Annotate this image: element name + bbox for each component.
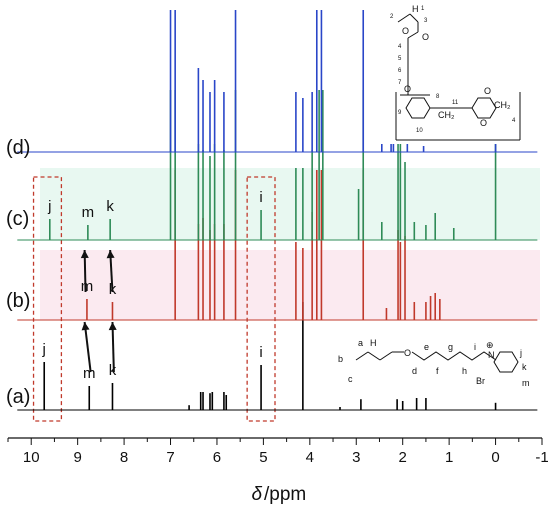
- polymer-label-ch2a: CH₂: [438, 110, 455, 120]
- monomer-label-a: a: [358, 338, 363, 348]
- polymer-label-4: 4: [398, 44, 402, 50]
- arrow-k-a: [111, 321, 115, 373]
- polymer-label-10: 10: [416, 128, 423, 134]
- spectrum-b: [17, 170, 538, 321]
- x-tick-label: 1: [445, 449, 453, 466]
- peak-label-k: k: [106, 198, 114, 215]
- monomer-label-b: b: [338, 354, 343, 364]
- spectrum-d: [17, 10, 538, 153]
- box-j: [32, 176, 63, 422]
- peak-label-k: k: [109, 362, 117, 379]
- arrow-m-a: [83, 321, 92, 373]
- polymer-label-1: 1: [421, 6, 425, 12]
- polymer-label-ch2b: CH₂: [494, 100, 511, 110]
- box-i: [246, 176, 276, 422]
- polymer-label-11: 11: [452, 100, 459, 106]
- monomer-label-j: j: [519, 348, 522, 358]
- peak-label-m: m: [82, 204, 95, 221]
- x-tick-label: 4: [306, 449, 314, 466]
- polymer-label-3: 3: [424, 18, 428, 24]
- series-label-d: (d): [6, 137, 30, 159]
- polymer-label-5: 5: [398, 56, 402, 62]
- peak-label-j: j: [47, 198, 51, 215]
- arrow-k-a-head: [108, 322, 117, 331]
- monomer-label-f: f: [436, 366, 439, 376]
- x-tick-label: 0: [491, 449, 499, 466]
- x-axis: 10 9 8 7 6 5 4 3 2 1 0 -1: [7, 437, 549, 466]
- polymer-label-7: 7: [398, 80, 402, 86]
- peak-label-m: m: [83, 365, 96, 382]
- monomer-label-br: Br: [476, 376, 485, 386]
- peak-label-j: j: [42, 341, 46, 358]
- monomer-label-c: c: [348, 374, 353, 384]
- polymer-structure: H 1 2 3 4 5 6 7 8 9 10 11 O O O O CH₂ CH…: [371, 4, 531, 144]
- monomer-label-m: m: [522, 378, 530, 388]
- polymer-label-o1: O: [402, 26, 409, 36]
- x-tick-label: 3: [352, 449, 360, 466]
- arrow-m-b-head: [80, 250, 89, 259]
- series-label-c: (c): [6, 208, 29, 230]
- polymer-label-9: 9: [398, 110, 402, 116]
- highlight-boxes: [32, 176, 276, 422]
- x-tick-label: 5: [259, 449, 267, 466]
- monomer-label-k: k: [522, 362, 527, 372]
- peak-label-m: m: [81, 278, 94, 295]
- x-tick-label: 8: [120, 449, 128, 466]
- monomer-label-e: e: [424, 342, 429, 352]
- polymer-label-o5: O: [480, 118, 487, 128]
- band-c: [40, 168, 540, 240]
- monomer-label-plus: ⊕: [486, 340, 494, 350]
- polymer-label-h: H: [412, 4, 419, 14]
- band-b: [40, 250, 540, 320]
- peak-label-i: i: [259, 344, 262, 361]
- monomer-label-h: H: [370, 338, 377, 348]
- monomer-label-n: N: [488, 350, 495, 360]
- polymer-label-n: 4: [512, 118, 516, 124]
- arrow-m-a-head: [81, 322, 90, 331]
- polymer-label-o2: O: [422, 32, 429, 42]
- series-label-a: (a): [6, 386, 30, 408]
- x-tick-label: 6: [213, 449, 221, 466]
- x-tick-label: 7: [166, 449, 174, 466]
- peak-arrows: [80, 249, 117, 373]
- monomer-label-i: i: [474, 342, 476, 352]
- x-tick-label: 9: [73, 449, 81, 466]
- polymer-label-8: 8: [436, 94, 440, 100]
- x-tick-label: 10: [23, 449, 40, 466]
- monomer-label-g: g: [448, 342, 453, 352]
- polymer-label-6: 6: [398, 68, 402, 74]
- monomer-structure: a H b c O d e f g h i j k m Br N ⊕: [338, 335, 538, 395]
- x-tick-label: -1: [535, 449, 548, 466]
- x-tick-label: 2: [399, 449, 407, 466]
- monomer-label-o: O: [404, 348, 411, 358]
- polymer-label-2: 2: [390, 14, 394, 20]
- peak-label-i: i: [259, 189, 262, 206]
- series-label-b: (b): [6, 290, 30, 312]
- polymer-label-o3: O: [404, 84, 411, 94]
- spectra: [17, 10, 538, 411]
- monomer-label-h-chain: h: [462, 366, 467, 376]
- monomer-label-d: d: [412, 366, 417, 376]
- x-axis-symbol: δ: [251, 484, 262, 505]
- x-axis-unit: /ppm: [264, 484, 306, 505]
- spectrum-bands: [40, 168, 540, 320]
- polymer-label-o4: O: [484, 86, 491, 96]
- arrow-k-b-head: [106, 250, 115, 259]
